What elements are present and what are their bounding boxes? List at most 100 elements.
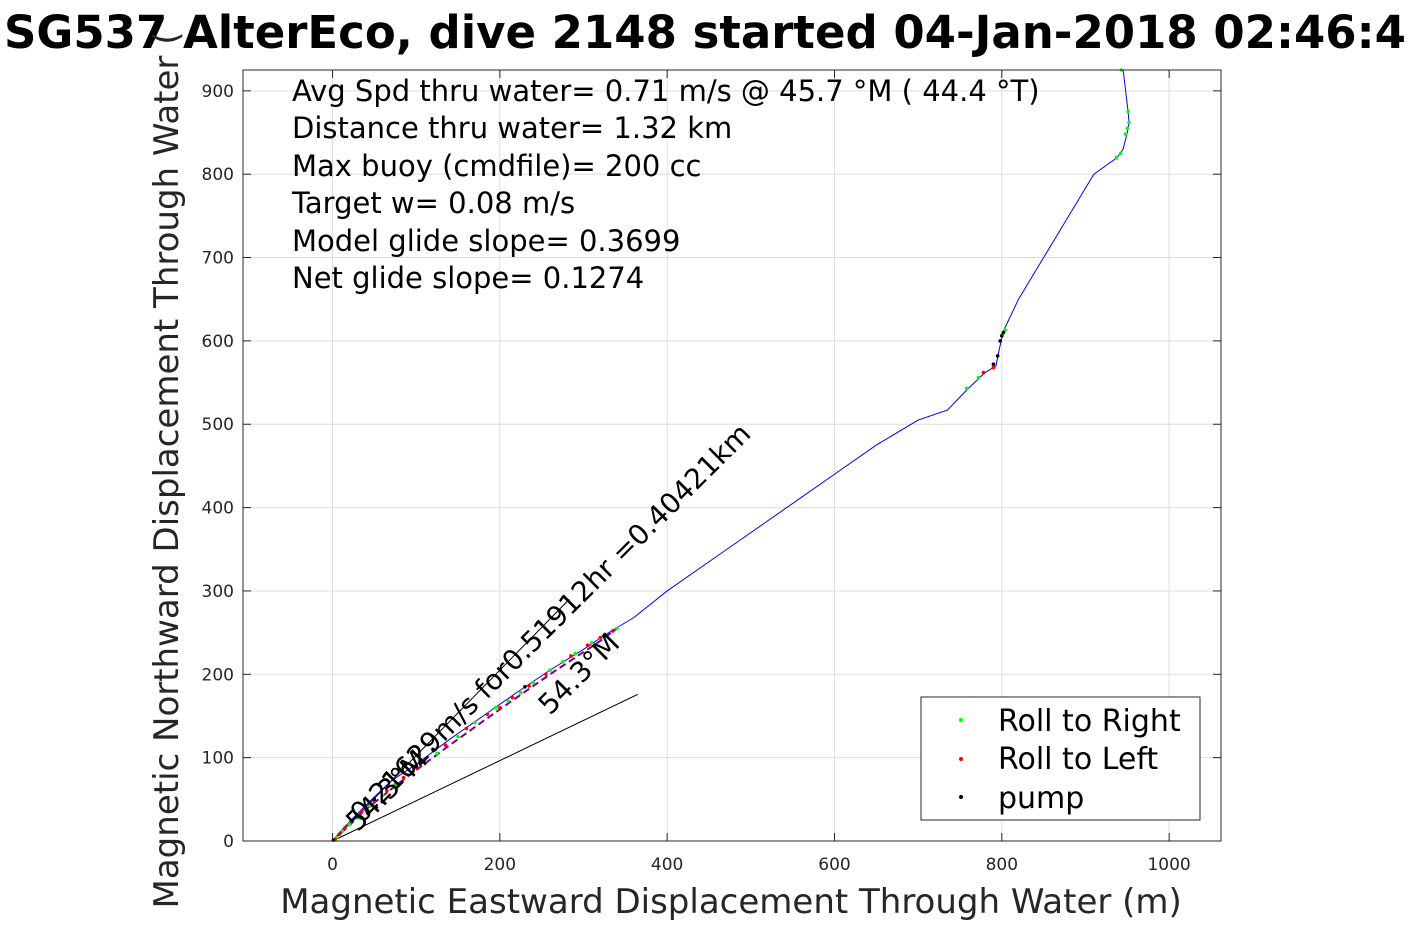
y-tick-label: 100 bbox=[202, 749, 234, 769]
roll-to-left-point bbox=[598, 635, 603, 640]
heading-guide-line bbox=[332, 598, 570, 842]
grid-lines bbox=[243, 70, 1221, 842]
heading-guide-line bbox=[332, 693, 639, 842]
roll-to-right-point bbox=[602, 632, 607, 637]
y-axis-label: Magnetic Northward Displacement Through … bbox=[147, 32, 187, 909]
track-line bbox=[332, 69, 1130, 842]
chart-title: SG537 AlterEco, dive 2148 started 04-Jan… bbox=[4, 6, 1406, 59]
roll-to-left-point bbox=[498, 705, 502, 710]
y-tick-label: 400 bbox=[202, 499, 234, 519]
y-tick-label: 700 bbox=[202, 249, 234, 269]
roll-to-right-point bbox=[573, 651, 577, 656]
roll-to-right-point bbox=[615, 626, 619, 631]
roll-to-left-point bbox=[359, 810, 364, 814]
x-tick-label: 200 bbox=[484, 855, 516, 875]
roll-to-right-point bbox=[1127, 120, 1131, 125]
y-tick-label: 800 bbox=[202, 165, 234, 185]
roll-to-left-point bbox=[544, 672, 548, 677]
roll-to-left-point bbox=[337, 832, 342, 837]
roll-to-left-point bbox=[414, 765, 418, 770]
y-tick-label: 0 bbox=[223, 832, 234, 852]
legend: Roll to Right Roll to Left pump bbox=[920, 696, 1201, 821]
x-tick-label: 0 bbox=[327, 855, 338, 875]
roll-to-right-point bbox=[1114, 155, 1119, 160]
roll-to-right-point bbox=[531, 680, 536, 685]
roll-to-left-point bbox=[443, 743, 448, 747]
pump-point bbox=[1001, 330, 1006, 335]
roll-to-right-point bbox=[1118, 151, 1123, 156]
tick-labels: 0 200 400 600 800 1000 0 100 200 300 400 500 600 700 8… bbox=[202, 70, 1221, 875]
rotated-labels: 0.21629m/s for0.51912hr =0.40421km54.3°M… bbox=[339, 417, 757, 838]
annotation-net-glide: Net glide slope= 0.1274 bbox=[292, 261, 644, 295]
roll-to-left-point bbox=[510, 695, 515, 700]
roll-to-left-point bbox=[485, 712, 490, 717]
roll-to-right-point bbox=[560, 659, 565, 664]
annotation-avg-speed: Avg Spd thru water= 0.71 m/s @ 45.7 °M (… bbox=[292, 74, 1040, 108]
legend-label-roll-left: Roll to Left bbox=[998, 742, 1158, 777]
marker-layer bbox=[331, 68, 1131, 842]
roll-to-right-point bbox=[472, 720, 477, 725]
roll-to-right-point bbox=[347, 822, 352, 827]
annotation-max-buoy: Max buoy (cmdfile)= 200 cc bbox=[292, 149, 701, 183]
roll-to-right-point bbox=[410, 770, 414, 775]
roll-to-left-point bbox=[569, 654, 573, 658]
roll-to-right-point bbox=[435, 751, 439, 756]
roll-to-right-point bbox=[1123, 132, 1128, 136]
x-tick-label: 600 bbox=[818, 855, 850, 875]
annotation-distance: Distance thru water= 1.32 km bbox=[292, 111, 732, 145]
legend-marker-roll-left bbox=[959, 757, 963, 761]
roll-to-right-point bbox=[368, 804, 372, 808]
y-tick-label: 200 bbox=[202, 665, 234, 685]
roll-to-right-point bbox=[976, 375, 981, 380]
roll-to-right-point bbox=[1125, 126, 1130, 131]
purple-dashed-track bbox=[331, 627, 618, 842]
x-tick-label: 1000 bbox=[1147, 855, 1190, 875]
pump-point bbox=[991, 362, 996, 367]
roll-to-right-point bbox=[590, 640, 594, 645]
legend-label-pump: pump bbox=[998, 781, 1084, 816]
legend-marker-roll-right bbox=[959, 718, 963, 722]
roll-to-right-point bbox=[355, 815, 360, 820]
roll-to-left-point bbox=[464, 726, 469, 731]
roll-to-right-point bbox=[548, 668, 552, 672]
track-layer bbox=[331, 69, 1130, 842]
roll-to-left-point bbox=[527, 684, 531, 688]
pump-point bbox=[1000, 334, 1004, 338]
pump-point bbox=[995, 354, 1000, 358]
annotation-model-glide: Model glide slope= 0.3699 bbox=[292, 224, 680, 258]
axes-box bbox=[242, 69, 1222, 842]
roll-to-right-point bbox=[506, 699, 511, 703]
roll-to-left-point bbox=[385, 789, 389, 793]
x-axis-label: Magnetic Eastward Displacement Through W… bbox=[280, 882, 1182, 922]
roll-to-left-point bbox=[610, 629, 615, 633]
y-tick-label: 500 bbox=[202, 415, 234, 435]
roll-to-right-point bbox=[964, 386, 969, 391]
roll-to-right-point bbox=[422, 760, 427, 764]
y-tick-label: 900 bbox=[202, 82, 234, 102]
legend-box bbox=[920, 696, 1201, 821]
y-tick-label: 300 bbox=[202, 582, 234, 602]
heading-guide-lines bbox=[332, 598, 639, 842]
roll-to-left-point bbox=[401, 775, 406, 780]
legend-marker-pump bbox=[959, 795, 963, 799]
x-tick-label: 800 bbox=[986, 855, 1018, 875]
roll-to-right-point bbox=[393, 782, 398, 787]
roll-to-right-point bbox=[1126, 109, 1130, 114]
roll-to-left-point bbox=[343, 825, 347, 830]
stats-annotations: Avg Spd thru water= 0.71 m/s @ 45.7 °M (… bbox=[291, 74, 1040, 295]
roll-to-left-point bbox=[585, 643, 590, 647]
y-tick-label: 600 bbox=[202, 332, 234, 352]
legend-label-roll-right: Roll to Right bbox=[998, 704, 1181, 739]
x-tick-label: 400 bbox=[651, 855, 683, 875]
roll-to-left-point bbox=[349, 819, 353, 823]
roll-to-right-point bbox=[380, 793, 385, 797]
pump-point bbox=[431, 747, 435, 752]
roll-to-right-point bbox=[340, 829, 345, 833]
roll-to-right-point bbox=[456, 735, 460, 739]
pump-point bbox=[998, 339, 1002, 343]
roll-to-right-point bbox=[518, 690, 523, 695]
annotation-target-w: Target w= 0.08 m/s bbox=[291, 186, 575, 220]
pump-point bbox=[372, 797, 377, 802]
roll-to-left-point bbox=[981, 370, 986, 375]
